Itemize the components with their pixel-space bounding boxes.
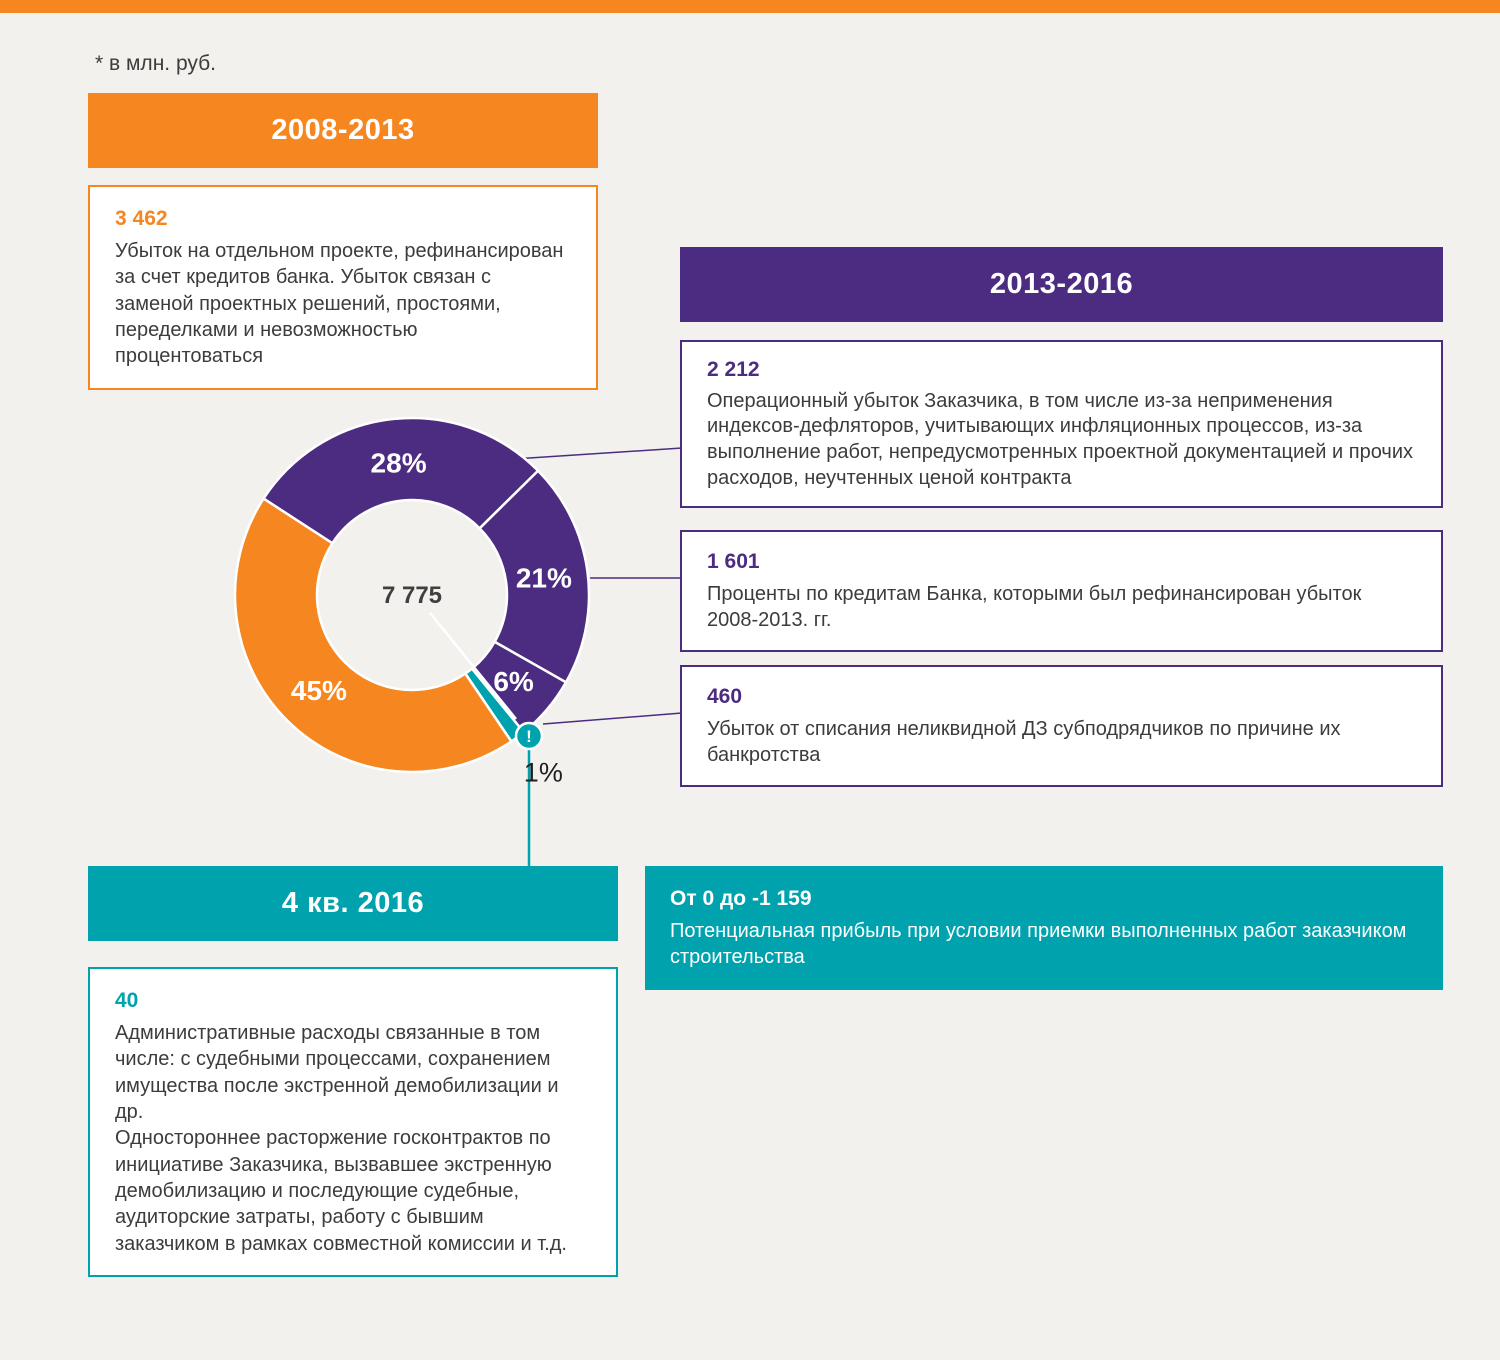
card-3462-text: Убыток на отдельном проекте, рефинансиро…	[115, 239, 564, 368]
donut-label-45%: 45%	[291, 675, 347, 706]
exclamation-icon: !	[526, 727, 532, 746]
donut-label-1%: 1%	[524, 758, 563, 788]
card-460-text: Убыток от списания неликвидной ДЗ субпод…	[707, 717, 1341, 767]
card-460: 460 Убыток от списания неликвидной ДЗ су…	[680, 665, 1443, 787]
donut-label-6%: 6%	[493, 666, 534, 697]
card-3462: 3 462 Убыток на отдельном проекте, рефин…	[88, 185, 598, 390]
connector-460	[542, 712, 683, 725]
donut-label-21%: 21%	[516, 563, 572, 594]
header-q4-2016: 4 кв. 2016	[88, 866, 618, 941]
card-2212: 2 212 Операционный убыток Заказчика, в т…	[680, 340, 1443, 509]
card-potential-profit: От 0 до -1 159 Потенциальная прибыль при…	[645, 866, 1443, 990]
card-40-text-2: Одностороннее расторжение госконтрактов …	[115, 1127, 567, 1255]
warning-circle	[514, 721, 544, 751]
header-2013-2016: 2013-2016	[680, 247, 1443, 322]
donut-segment-45%	[233, 496, 514, 774]
donut-center-total: 7 775	[382, 582, 442, 609]
card-1601-text: Проценты по кредитам Банка, которыми был…	[707, 582, 1362, 632]
donut-segment-6%	[470, 640, 568, 735]
card-1601-value: 1 601	[707, 550, 760, 573]
donut-segment-28%	[261, 416, 540, 545]
donut-label-28%: 28%	[371, 448, 427, 479]
units-note: * в млн. руб.	[95, 52, 216, 75]
warning-badge: !	[514, 721, 544, 751]
card-40-value: 40	[115, 989, 139, 1012]
card-2212-value: 2 212	[707, 358, 760, 381]
card-potential-value: От 0 до -1 159	[670, 887, 812, 910]
donut-segment-21%	[477, 468, 591, 684]
top-accent-bar	[0, 0, 1500, 13]
connector-2212	[513, 447, 683, 460]
leader-1-percent	[429, 612, 517, 720]
card-potential-text: Потенциальная прибыль при условии приемк…	[670, 919, 1407, 969]
header-2008-2013: 2008-2013	[88, 93, 598, 168]
card-40-text-1: Административные расходы связанные в том…	[115, 1021, 559, 1123]
card-2212-text: Операционный убыток Заказчика, в том чис…	[707, 389, 1413, 489]
donut-segment-1%	[463, 666, 526, 744]
card-1601: 1 601 Проценты по кредитам Банка, которы…	[680, 530, 1443, 652]
card-3462-value: 3 462	[115, 207, 168, 230]
card-460-value: 460	[707, 685, 743, 708]
card-40: 40 Административные расходы связанные в …	[88, 967, 618, 1278]
donut-chart: 28% 21% 6% 1% 45%	[233, 416, 591, 788]
